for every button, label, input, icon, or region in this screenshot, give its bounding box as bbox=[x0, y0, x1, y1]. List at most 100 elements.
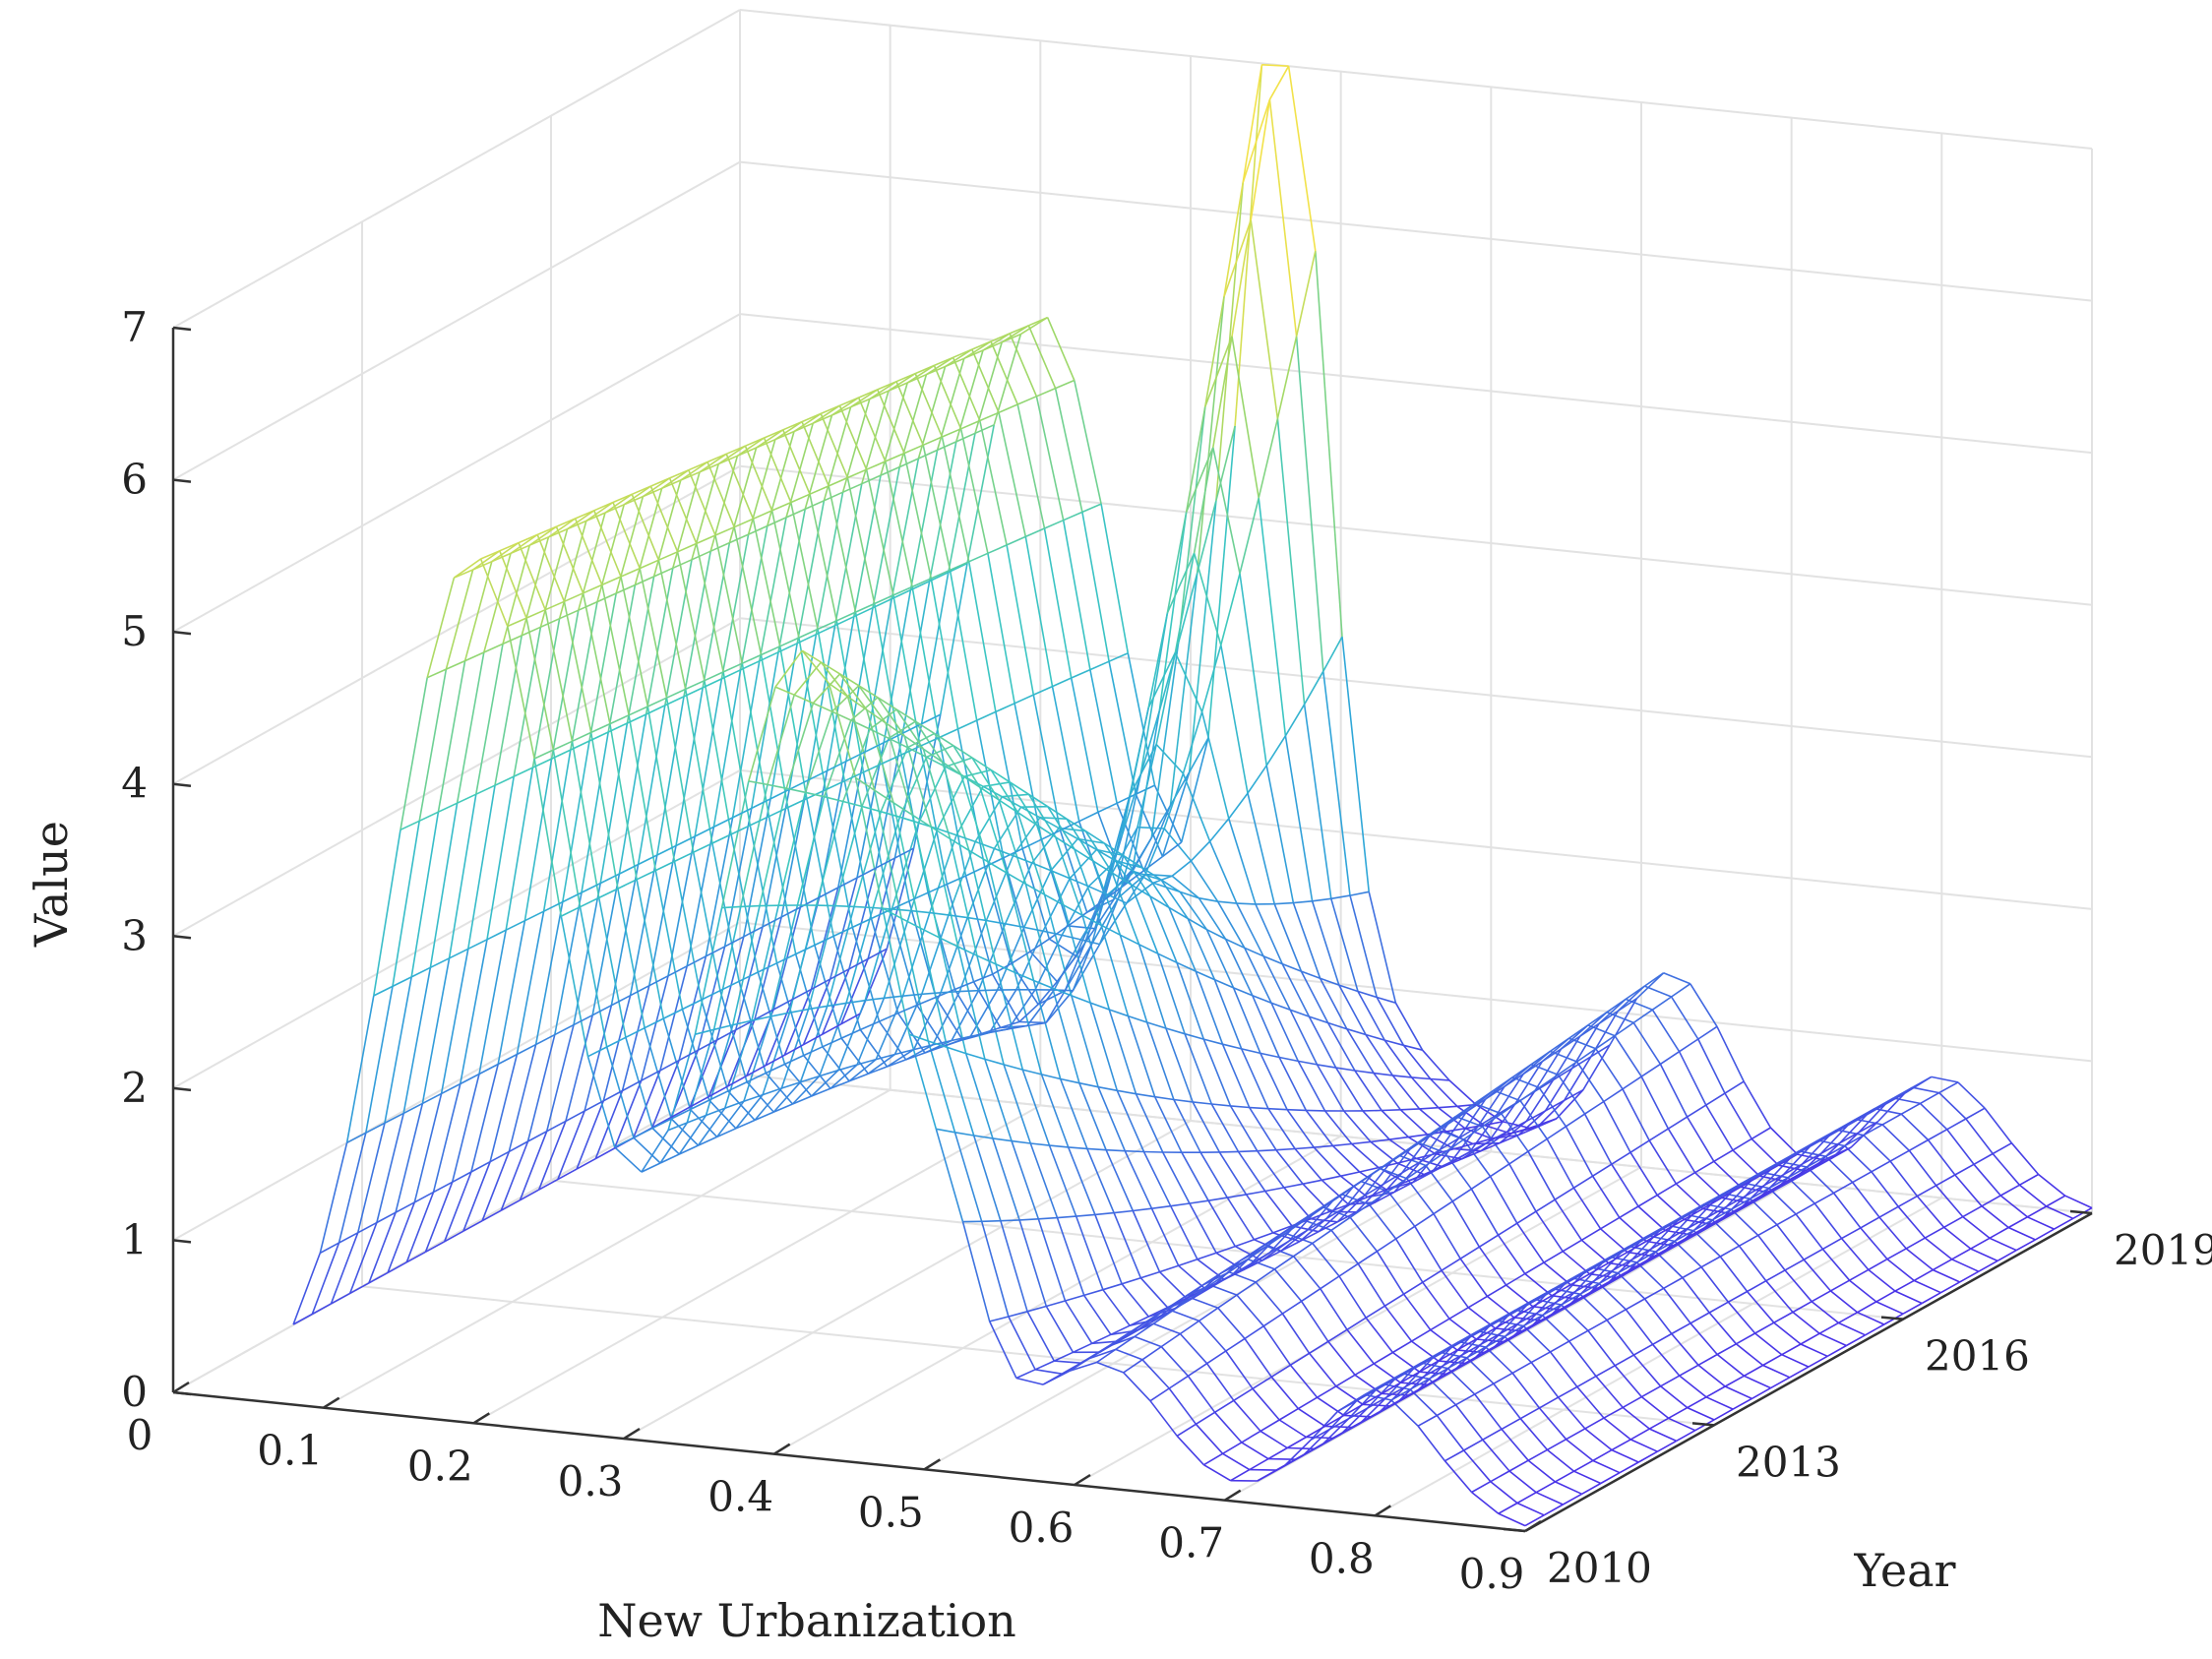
mesh-segment-x bbox=[863, 763, 884, 773]
mesh-segment-x bbox=[708, 1090, 729, 1101]
mesh-segment-year bbox=[1519, 1418, 1549, 1450]
mesh-segment-x bbox=[1063, 904, 1083, 916]
mesh-segment-x bbox=[1571, 1056, 1592, 1070]
mesh-segment-year bbox=[1401, 1373, 1430, 1381]
mesh-segment-year bbox=[946, 1047, 975, 1137]
mesh-segment-x bbox=[643, 487, 662, 498]
mesh-segment-x bbox=[1865, 1323, 1885, 1336]
mesh-segment-x bbox=[1411, 1076, 1431, 1080]
mesh-segment-x bbox=[989, 1028, 1009, 1034]
mesh-segment-year bbox=[1264, 1191, 1293, 1227]
mesh-segment-year bbox=[963, 340, 992, 359]
mesh-segment-year bbox=[1574, 1262, 1603, 1292]
x-tick-label: 0.7 bbox=[1158, 1519, 1224, 1567]
mesh-segment-x bbox=[1645, 1229, 1666, 1243]
mesh-segment-x bbox=[1073, 1342, 1093, 1354]
grid-line-leftwall-z bbox=[172, 313, 741, 634]
mesh-segment-x bbox=[1080, 939, 1100, 946]
mesh-segment-year bbox=[1383, 1305, 1413, 1342]
mesh-segment-year bbox=[722, 671, 752, 826]
mesh-segment-year bbox=[919, 928, 949, 1048]
mesh-segment-x bbox=[947, 1046, 966, 1055]
mesh-segment-x bbox=[1014, 694, 1034, 705]
mesh-segment-x bbox=[1448, 1307, 1469, 1320]
mesh-segment-x bbox=[1773, 1311, 1794, 1323]
mesh-segment-x bbox=[1474, 1089, 1495, 1105]
mesh-segment-x bbox=[658, 551, 678, 561]
mesh-segment-x bbox=[822, 1037, 842, 1048]
mesh-segment-x bbox=[822, 1022, 842, 1035]
mesh-segment-x bbox=[1557, 1061, 1578, 1075]
mesh-segment-year bbox=[453, 558, 482, 579]
mesh-segment-x bbox=[990, 333, 1011, 342]
mesh-segment-x bbox=[1938, 1081, 1959, 1094]
mesh-segment-x bbox=[1643, 972, 1665, 987]
mesh-segment-x bbox=[1724, 1375, 1745, 1387]
mesh-segment-year bbox=[1018, 1219, 1048, 1307]
mesh-segment-x bbox=[500, 1198, 521, 1211]
year-tick-mark bbox=[1691, 1422, 1715, 1427]
mesh-segment-year bbox=[1795, 1213, 1824, 1250]
grid-line-leftwall-z bbox=[172, 921, 741, 1242]
mesh-segment-x bbox=[1147, 1306, 1168, 1318]
mesh-segment-year bbox=[1417, 1425, 1446, 1462]
mesh-segment-x bbox=[1244, 947, 1264, 957]
year-tick-mark bbox=[1880, 1316, 1904, 1321]
mesh-segment-x bbox=[830, 1079, 850, 1090]
mesh-segment-x bbox=[1491, 1337, 1511, 1350]
mesh-segment-x bbox=[1464, 1351, 1485, 1365]
mesh-segment-year bbox=[1617, 985, 1645, 1013]
mesh-segment-x bbox=[828, 682, 849, 698]
mesh-segment-year bbox=[1121, 1283, 1149, 1318]
mesh-segment-x bbox=[1293, 900, 1313, 904]
mesh-segment-year bbox=[1029, 951, 1058, 983]
mesh-segment-x bbox=[614, 1137, 635, 1148]
mesh-segment-x bbox=[1754, 1321, 1775, 1334]
mesh-segment-x bbox=[1590, 1256, 1611, 1268]
mesh-segment-x bbox=[1886, 1248, 1907, 1260]
x-tick-mark bbox=[1374, 1505, 1391, 1517]
mesh-segment-year bbox=[708, 1099, 737, 1130]
mesh-segment-x bbox=[1606, 998, 1627, 1014]
mesh-segment-x bbox=[784, 1054, 805, 1066]
mesh-segment-year bbox=[1849, 1279, 1877, 1303]
mesh-segment-x bbox=[1499, 1322, 1519, 1335]
mesh-segment-year bbox=[966, 424, 995, 564]
mesh-segment-x bbox=[1435, 1147, 1454, 1155]
mesh-segment-year bbox=[1414, 1225, 1443, 1271]
mesh-segment-x bbox=[1621, 1241, 1641, 1254]
mesh-segment-x bbox=[1214, 1399, 1235, 1413]
mesh-segment-x bbox=[689, 1095, 709, 1108]
mesh-segment-year bbox=[1321, 1418, 1350, 1445]
mesh-segment-year bbox=[1070, 677, 1099, 813]
mesh-segment-year bbox=[1362, 1110, 1390, 1140]
mesh-segment-year bbox=[1187, 1375, 1216, 1413]
mesh-segment-x bbox=[1113, 868, 1134, 900]
mesh-segment-year bbox=[961, 1221, 991, 1322]
mesh-segment-x bbox=[1239, 1248, 1260, 1261]
mesh-segment-year bbox=[1580, 1239, 1610, 1264]
mesh-segment-x bbox=[1354, 1070, 1375, 1075]
mesh-segment-x bbox=[738, 971, 759, 983]
mesh-segment-year bbox=[743, 1015, 771, 1102]
z-tick-label: 5 bbox=[121, 607, 148, 655]
mesh-segment-x bbox=[1486, 1284, 1507, 1298]
mesh-segment-x bbox=[1302, 1179, 1322, 1185]
mesh-segment-year bbox=[1474, 1102, 1503, 1115]
mesh-segment-year bbox=[1612, 1241, 1641, 1271]
mesh-segment-x bbox=[1301, 970, 1321, 980]
mesh-segment-year bbox=[689, 1108, 718, 1137]
mesh-segment-year bbox=[356, 1123, 386, 1233]
mesh-segment-x bbox=[1495, 1317, 1514, 1329]
mesh-segment-x bbox=[1039, 817, 1060, 830]
mesh-segment-year bbox=[830, 397, 860, 416]
mesh-segment-year bbox=[576, 1100, 605, 1170]
mesh-segment-year bbox=[1225, 1350, 1254, 1389]
mesh-segment-x bbox=[1438, 1105, 1457, 1109]
mesh-segment-year bbox=[716, 1100, 745, 1137]
year-tick-label: 2019 bbox=[2114, 1226, 2212, 1274]
grid-line-floor-x bbox=[323, 1088, 891, 1409]
mesh-segment-year bbox=[980, 1221, 1010, 1318]
mesh-segment-year bbox=[1043, 893, 1073, 997]
mesh-segment-year bbox=[774, 420, 803, 441]
